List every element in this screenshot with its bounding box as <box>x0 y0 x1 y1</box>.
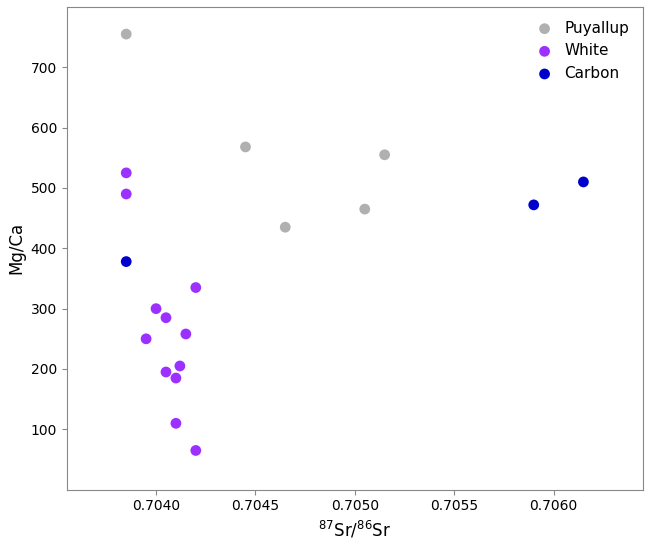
Puyallup <box>240 143 251 152</box>
White <box>141 334 151 343</box>
Carbon <box>121 257 131 266</box>
White <box>171 419 181 428</box>
Puyallup <box>359 205 370 213</box>
Puyallup <box>121 30 131 38</box>
White <box>181 330 191 339</box>
Y-axis label: Mg/Ca: Mg/Ca <box>7 222 25 275</box>
X-axis label: $^{87}$Sr/$^{86}$Sr: $^{87}$Sr/$^{86}$Sr <box>318 519 391 540</box>
White <box>121 168 131 177</box>
White <box>175 362 185 370</box>
White <box>171 374 181 382</box>
Carbon <box>578 178 589 187</box>
White <box>190 446 201 455</box>
Puyallup <box>380 150 390 159</box>
White <box>190 283 201 292</box>
White <box>121 190 131 199</box>
White <box>161 368 171 376</box>
Carbon <box>528 201 539 210</box>
White <box>161 313 171 322</box>
White <box>151 304 161 313</box>
Puyallup <box>280 223 291 231</box>
Legend: Puyallup, White, Carbon: Puyallup, White, Carbon <box>523 15 636 87</box>
